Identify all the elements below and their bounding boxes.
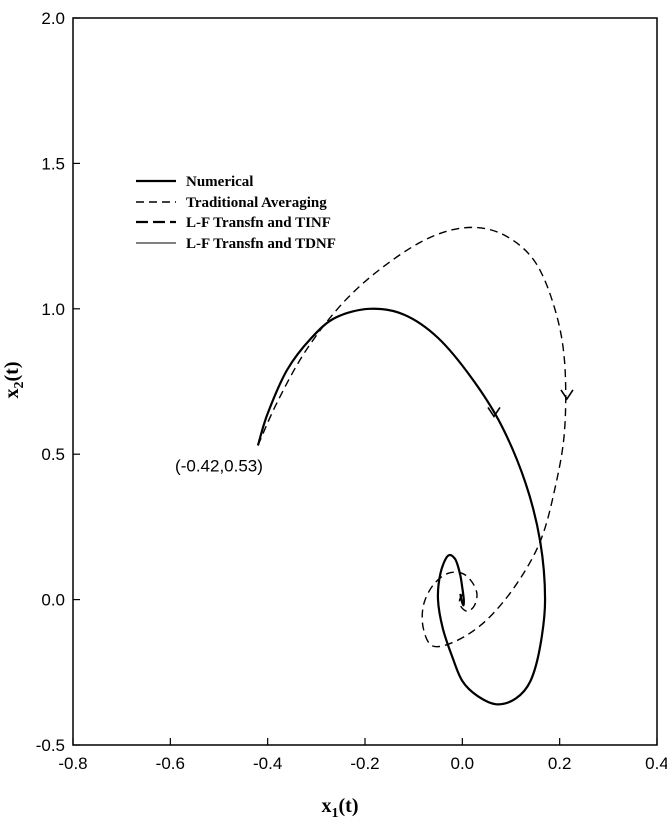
series-line-1 — [257, 226, 567, 648]
series-line-0 — [256, 307, 547, 706]
legend-label-numerical: Numerical — [186, 174, 253, 190]
marks-layer — [487, 389, 574, 418]
x-tick-label: 0.2 — [548, 754, 572, 773]
x-tick-label: 0.0 — [451, 754, 475, 773]
y-tick-label: 0.0 — [41, 591, 65, 610]
direction-arrow-1 — [560, 389, 574, 401]
x-tick-label: -0.2 — [350, 754, 379, 773]
x-tick-label: -0.8 — [58, 754, 87, 773]
y-tick-label: 1.5 — [41, 154, 65, 173]
legend-label-lf-tdnf: L-F Transfn and TDNF — [186, 236, 336, 252]
plot-frame — [72, 17, 658, 746]
legend-label-traditional-averaging: Traditional Averaging — [186, 195, 327, 211]
legend-label-lf-tinf: L-F Transfn and TINF — [186, 215, 331, 231]
y-tick-label: 0.5 — [41, 445, 65, 464]
y-tick-label: 1.0 — [41, 300, 65, 319]
y-axis-label: x2(t) — [1, 362, 27, 399]
direction-arrow-0 — [487, 406, 501, 418]
initial-point-annotation: (-0.42,0.53) — [175, 457, 263, 476]
y-tick-label: 2.0 — [41, 9, 65, 28]
y-axis: -0.5 0.0 0.5 1.0 1.5 2.0 — [36, 9, 80, 755]
series-layer — [256, 226, 567, 706]
x-tick-label: 0.4 — [645, 754, 667, 773]
legend: Numerical Traditional Averaging L-F Tran… — [136, 174, 336, 252]
x-axis-label: x1(t) — [322, 795, 359, 821]
x-axis: -0.8 -0.6 -0.4 -0.2 0.0 0.2 0.4 — [58, 738, 667, 773]
x-tick-label: -0.6 — [156, 754, 185, 773]
x-tick-label: -0.4 — [253, 754, 282, 773]
y-tick-label: -0.5 — [36, 736, 65, 755]
